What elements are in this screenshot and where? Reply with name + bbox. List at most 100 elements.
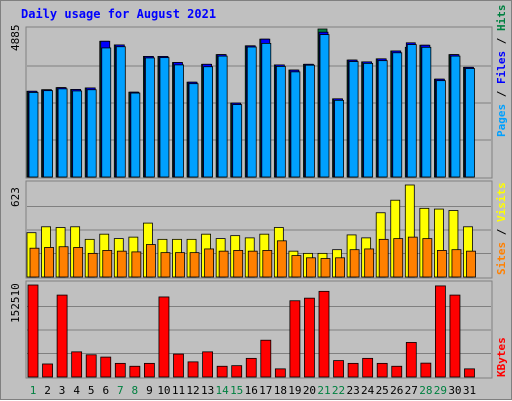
x-tick-label: 10: [157, 384, 170, 397]
legend-sites: Sites: [495, 242, 508, 275]
kbytes-bar: [289, 300, 301, 378]
pages-bar: [348, 61, 359, 178]
sites-bar: [393, 238, 404, 278]
sites-bar: [451, 249, 462, 278]
x-tick-label: 13: [201, 384, 214, 397]
kbytes-bar: [129, 365, 141, 378]
kbytes-bar: [216, 365, 228, 378]
x-tick-label: 28: [419, 384, 432, 397]
pages-bar: [363, 62, 374, 178]
x-tick-label: 27: [405, 384, 418, 397]
sites-bar: [160, 252, 171, 278]
kbytes-bar: [85, 354, 97, 378]
pages-bar: [217, 55, 228, 178]
x-axis-labels: 1 2 3 4 5 6 7 8 9 10 11 12 13 14 15 16 17 18 19 20 21 22 23 24 2…: [30, 384, 476, 397]
x-tick-label: 29: [434, 384, 447, 397]
pages-bar: [334, 99, 344, 178]
x-tick-label: 5: [88, 384, 95, 397]
sites-bar: [335, 257, 345, 278]
x-tick-label: 23: [346, 384, 359, 397]
x-tick-label: 6: [102, 384, 109, 397]
sites-bar: [364, 248, 375, 278]
kbytes-bar: [71, 351, 83, 378]
sites-bar: [306, 257, 316, 278]
pages-bar: [130, 92, 141, 178]
pages-bar: [174, 64, 184, 178]
pages-bar: [261, 42, 272, 178]
sites-bar: [131, 251, 142, 278]
x-tick-label: 18: [274, 384, 287, 397]
visits-legend: Sites / Visits: [495, 182, 508, 275]
x-tick-label: 2: [44, 384, 51, 397]
pages-bar: [57, 88, 68, 178]
x-tick-label: 16: [245, 384, 258, 397]
legend-kbytes: KBytes: [495, 337, 508, 377]
pages-bar: [305, 64, 315, 178]
x-tick-label: 9: [146, 384, 153, 397]
sites-bar: [175, 252, 185, 278]
x-tick-label: 12: [186, 384, 199, 397]
kbytes-legend: KBytes: [495, 337, 508, 377]
sites-bar: [407, 236, 418, 278]
legend-files: Files: [495, 51, 508, 84]
kbytes-bar: [202, 351, 214, 378]
x-tick-label: 8: [132, 384, 139, 397]
pages-bar: [188, 83, 199, 178]
x-tick-label: 7: [117, 384, 124, 397]
pages-bar: [246, 46, 257, 178]
kbytes-bar: [173, 353, 184, 378]
x-tick-label: 14: [216, 384, 230, 397]
sites-bar: [145, 244, 156, 278]
sites-bar: [262, 250, 273, 278]
kbytes-bar: [27, 284, 39, 378]
pages-bar: [392, 52, 403, 178]
kbytes-bar: [42, 363, 53, 378]
sites-bar: [378, 238, 389, 278]
pages-bar: [43, 90, 53, 178]
sites-bar: [189, 252, 200, 278]
kbytes-bar: [158, 296, 170, 378]
kbytes-bar: [405, 342, 417, 378]
x-tick-label: 21: [317, 384, 330, 397]
kbytes-bar: [362, 357, 374, 378]
pages-bar: [421, 46, 432, 178]
pages-bar: [28, 92, 39, 178]
sites-bar: [466, 250, 476, 278]
x-tick-label: 17: [259, 384, 272, 397]
sites-bar: [204, 248, 215, 278]
sites-bar: [320, 258, 331, 278]
sites-bar: [233, 250, 244, 278]
kbytes-bar: [391, 365, 403, 378]
pages-bar: [159, 57, 170, 178]
x-tick-label: 1: [30, 384, 37, 397]
kbytes-bar: [347, 362, 359, 378]
x-tick-label: 4: [73, 384, 80, 397]
kbytes-max-label: 152510: [9, 283, 22, 323]
sites-bar: [87, 252, 98, 278]
chart-title: Daily usage for August 2021: [21, 7, 216, 21]
pages-bar: [232, 104, 243, 178]
x-tick-label: 26: [390, 384, 403, 397]
legend-pages: Pages: [495, 104, 508, 137]
pages-bar: [203, 66, 214, 178]
hits-max-label: 4885: [9, 25, 22, 52]
x-tick-label: 15: [230, 384, 243, 397]
kbytes-bar: [274, 368, 286, 378]
x-tick-label: 24: [361, 384, 375, 397]
pages-bar: [101, 47, 112, 178]
pages-bar: [406, 44, 417, 178]
kbytes-bar: [333, 360, 344, 378]
kbytes-bar: [187, 361, 199, 378]
x-tick-label: 22: [332, 384, 345, 397]
x-tick-label: 25: [376, 384, 389, 397]
sites-bar: [349, 249, 360, 278]
kbytes-bar: [376, 362, 388, 378]
pages-bar: [86, 89, 97, 178]
sites-bar: [73, 247, 84, 278]
sites-bar: [436, 250, 447, 278]
sites-bar: [247, 250, 258, 278]
sites-bar: [29, 247, 40, 278]
sites-bar: [44, 247, 54, 278]
x-tick-label: 3: [59, 384, 66, 397]
